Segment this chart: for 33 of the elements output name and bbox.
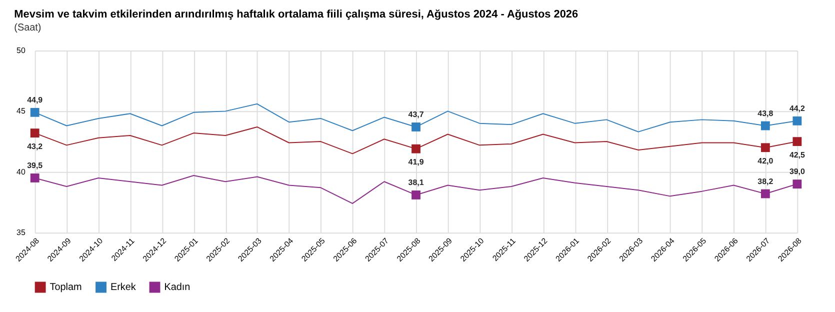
point [792, 116, 802, 126]
y-tick-label: 45 [16, 106, 26, 116]
data-label: 39,0 [789, 167, 806, 176]
data-label: 43,2 [27, 142, 44, 151]
data-label: 43,7 [408, 110, 424, 120]
point [30, 174, 40, 182]
data-label: 44,2 [789, 104, 806, 113]
data-label: 41,9 [408, 158, 424, 167]
point [30, 128, 40, 138]
data-label: 42,5 [789, 150, 806, 160]
data-label: 44,9 [27, 95, 44, 104]
chart-title: Mevsim ve takvim etkilerinden arındırılmış haftalık ortalama fiili çalışma süresi, Ağustos 2024 - Ağustos 2026 [14, 8, 578, 21]
data-label: 39,5 [27, 161, 44, 170]
legend-label: Toplam [50, 282, 82, 294]
y-tick-label: 40 [16, 167, 26, 176]
point [412, 122, 420, 132]
point [760, 189, 770, 198]
point [792, 180, 802, 188]
point [760, 143, 770, 152]
point [412, 190, 420, 200]
data-label: 38,1 [408, 178, 424, 188]
data-label: 42,0 [758, 156, 774, 166]
chart-subtitle: (Saat) [14, 22, 42, 34]
legend-label: Kadın [164, 282, 190, 294]
data-label: 43,8 [758, 108, 774, 118]
point [30, 108, 40, 117]
point [792, 137, 802, 146]
point [412, 144, 420, 154]
legend-label: Erkek [110, 282, 136, 294]
y-tick-label: 50 [16, 46, 26, 55]
y-tick-label: 35 [16, 228, 26, 238]
data-label: 38,2 [758, 176, 774, 186]
point [760, 121, 770, 130]
